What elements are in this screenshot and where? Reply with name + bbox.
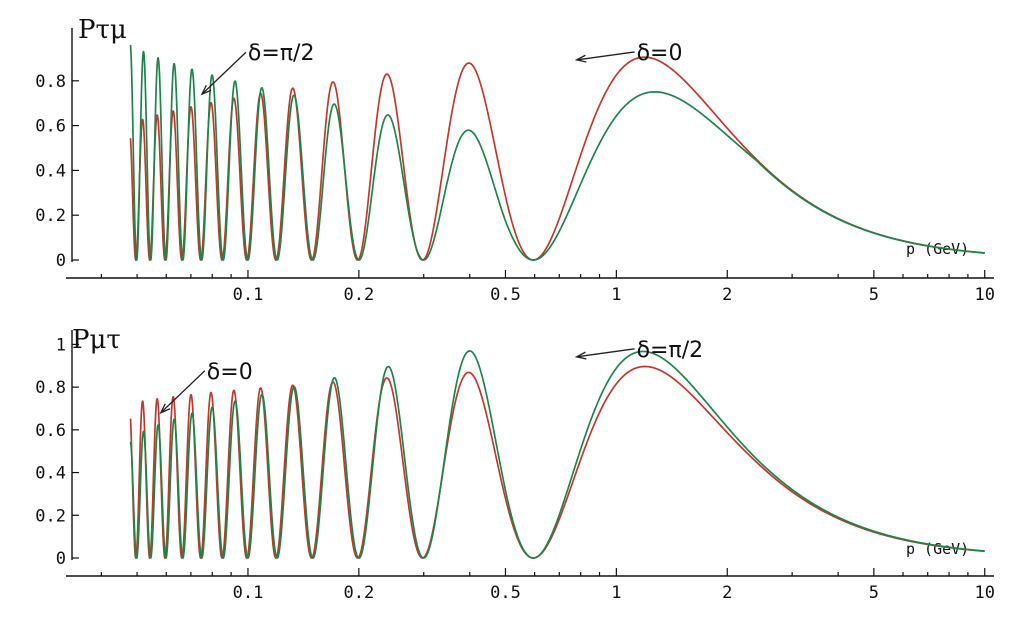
top-curves (129, 44, 986, 261)
annotation-arrowhead (574, 54, 587, 63)
y-tick-label: 0.8 (35, 378, 66, 398)
y-tick-label: 0 (56, 549, 66, 569)
annotation-arrowhead (200, 84, 212, 96)
y-tick-label: 0.6 (35, 117, 66, 137)
x-tick-label: 1 (611, 583, 621, 603)
x-tick-label: 0.1 (233, 285, 264, 305)
annotation-label: δ=π/2 (248, 41, 315, 66)
x-tick-label: 1 (611, 285, 621, 305)
bottom-curves (129, 350, 986, 559)
series-line-red (129, 365, 986, 559)
x-tick-label: 0.2 (344, 285, 375, 305)
annotation-arrowhead (159, 403, 171, 415)
annotation-arrow (160, 370, 206, 414)
y-tick-label: 0.2 (35, 506, 66, 526)
annotation-arrowhead (574, 351, 587, 360)
series-line-green (129, 350, 986, 559)
y-tick-label: 0 (56, 251, 66, 271)
annotation-arrow (576, 348, 635, 358)
y-tick-label: 0.6 (35, 421, 66, 441)
y-tick-label: 0.4 (35, 464, 66, 484)
top-ticks: 0 0.2 0.4 0.6 0.8 0.1 0.2 0.5 1 2 5 10 (35, 28, 995, 305)
top-annotations: δ=π/2 δ=0 (200, 41, 683, 96)
series-line-red (129, 56, 986, 261)
top-panel: Pτμ p (GeV) 00.20.40.60.80.1 0.2 0.5 1 2 5 10 … (35, 15, 995, 305)
x-tick-label: 5 (869, 583, 879, 603)
x-tick-label: 2 (722, 285, 732, 305)
y-tick-label: 0.4 (35, 161, 66, 181)
annotation-label: δ=0 (637, 41, 683, 66)
x-tick-label: 0.5 (490, 285, 521, 305)
x-tick-label: 5 (869, 285, 879, 305)
bottom-panel: Pμτ p (GeV) 0 0.2 0.4 0.6 0.8 1 0.1 0.2 0.5 1 2 5 10… (35, 325, 995, 603)
x-tick-label: 10 (975, 583, 995, 603)
x-tick-label: 10 (975, 285, 995, 305)
x-tick-label: 0.1 (233, 583, 264, 603)
bottom-ylabel: Pμτ (72, 325, 121, 355)
annotation-arrow (576, 51, 635, 61)
y-tick-label: 1 (56, 335, 66, 355)
bottom-annotations: δ=0 δ=π/2 (159, 338, 704, 415)
bottom-ticks: 0 0.2 0.4 0.6 0.8 1 0.1 0.2 0.5 1 2 5 10 (35, 330, 995, 603)
series-line-green (129, 44, 986, 261)
bottom-xlabel: p (GeV) (906, 540, 969, 558)
x-tick-label: 0.2 (344, 583, 375, 603)
top-ylabel: Pτμ (78, 15, 127, 45)
x-tick-label: 2 (722, 583, 732, 603)
y-tick-label: 0.8 (35, 72, 66, 92)
annotation-label: δ=0 (207, 360, 253, 385)
annotation-arrow (201, 51, 247, 95)
y-tick-label: 0.2 (35, 206, 66, 226)
x-tick-label: 0.5 (490, 583, 521, 603)
annotation-label: δ=π/2 (637, 338, 704, 363)
